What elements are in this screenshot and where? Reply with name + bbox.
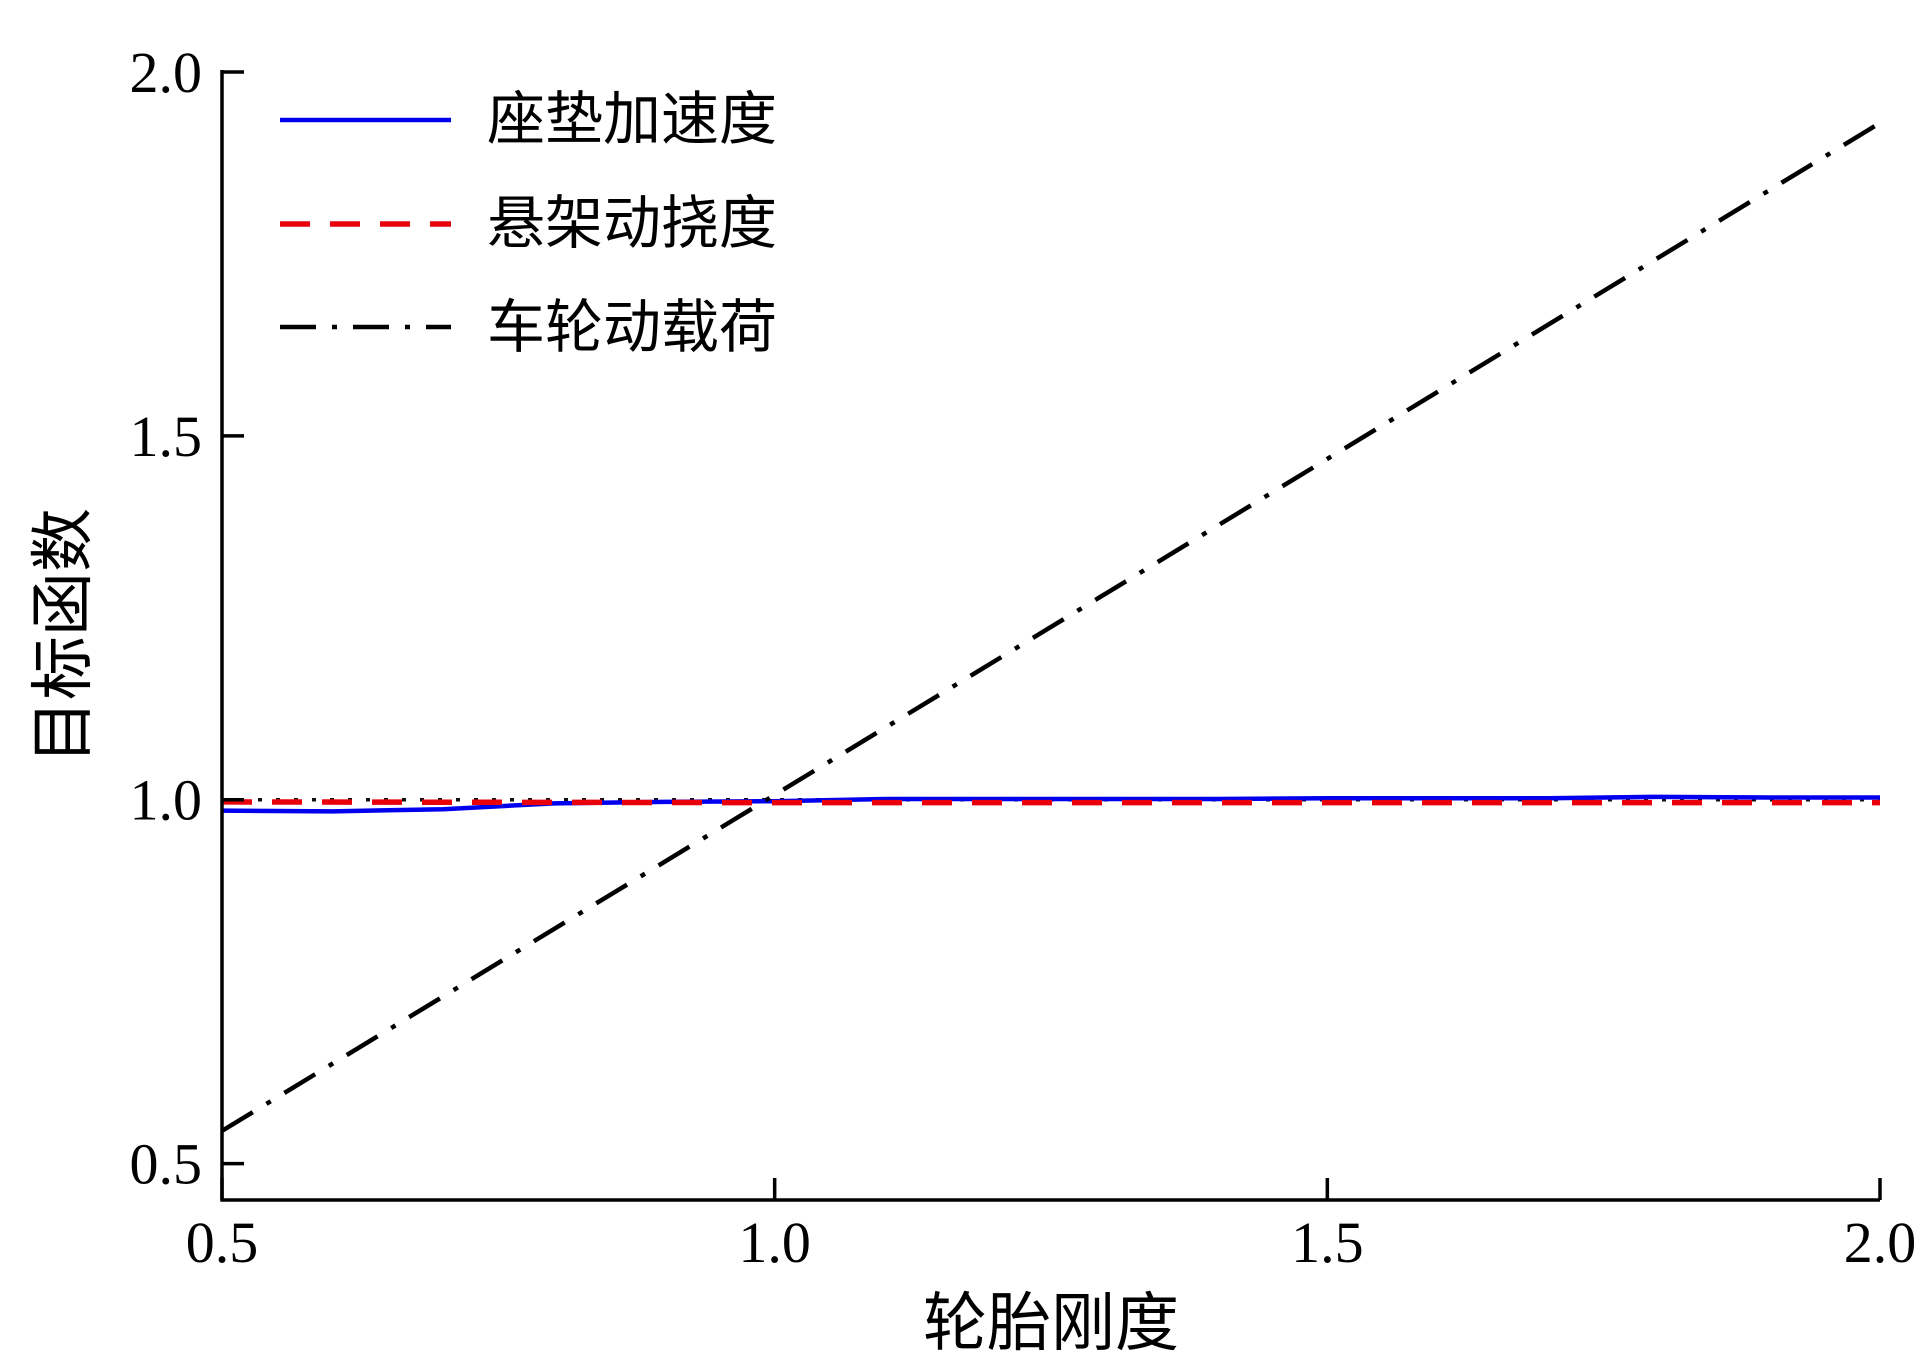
svg-text:0.5: 0.5 — [130, 1132, 203, 1197]
legend-label-seat-acceleration: 座垫加速度 — [487, 87, 778, 152]
svg-text:1.0: 1.0 — [738, 1210, 811, 1275]
legend-line-seat-acceleration-icon — [280, 117, 451, 123]
svg-text:2.0: 2.0 — [130, 40, 203, 105]
legend-item-suspension-deflection: 悬架动挠度 — [278, 190, 778, 256]
legend: 座垫加速度 悬架动挠度 车轮动载荷 — [278, 88, 777, 359]
legend-item-seat-acceleration: 座垫加速度 — [278, 88, 777, 152]
svg-text:1.5: 1.5 — [130, 404, 203, 469]
legend-label-wheel-dynamic-load: 车轮动载荷 — [487, 294, 778, 360]
svg-text:0.5: 0.5 — [186, 1210, 259, 1275]
y-axis-title: 目标函数 — [28, 508, 99, 764]
legend-label-suspension-deflection: 悬架动挠度 — [487, 190, 778, 256]
svg-text:1.5: 1.5 — [1291, 1210, 1364, 1275]
svg-text:2.0: 2.0 — [1844, 1210, 1917, 1275]
svg-text:1.0: 1.0 — [130, 768, 203, 833]
legend-item-wheel-dynamic-load: 车轮动载荷 — [278, 294, 778, 360]
x-axis-title: 轮胎刚度 — [923, 1288, 1179, 1359]
legend-line-wheel-dynamic-load-icon — [280, 325, 451, 330]
legend-line-suspension-deflection-icon — [280, 220, 451, 227]
